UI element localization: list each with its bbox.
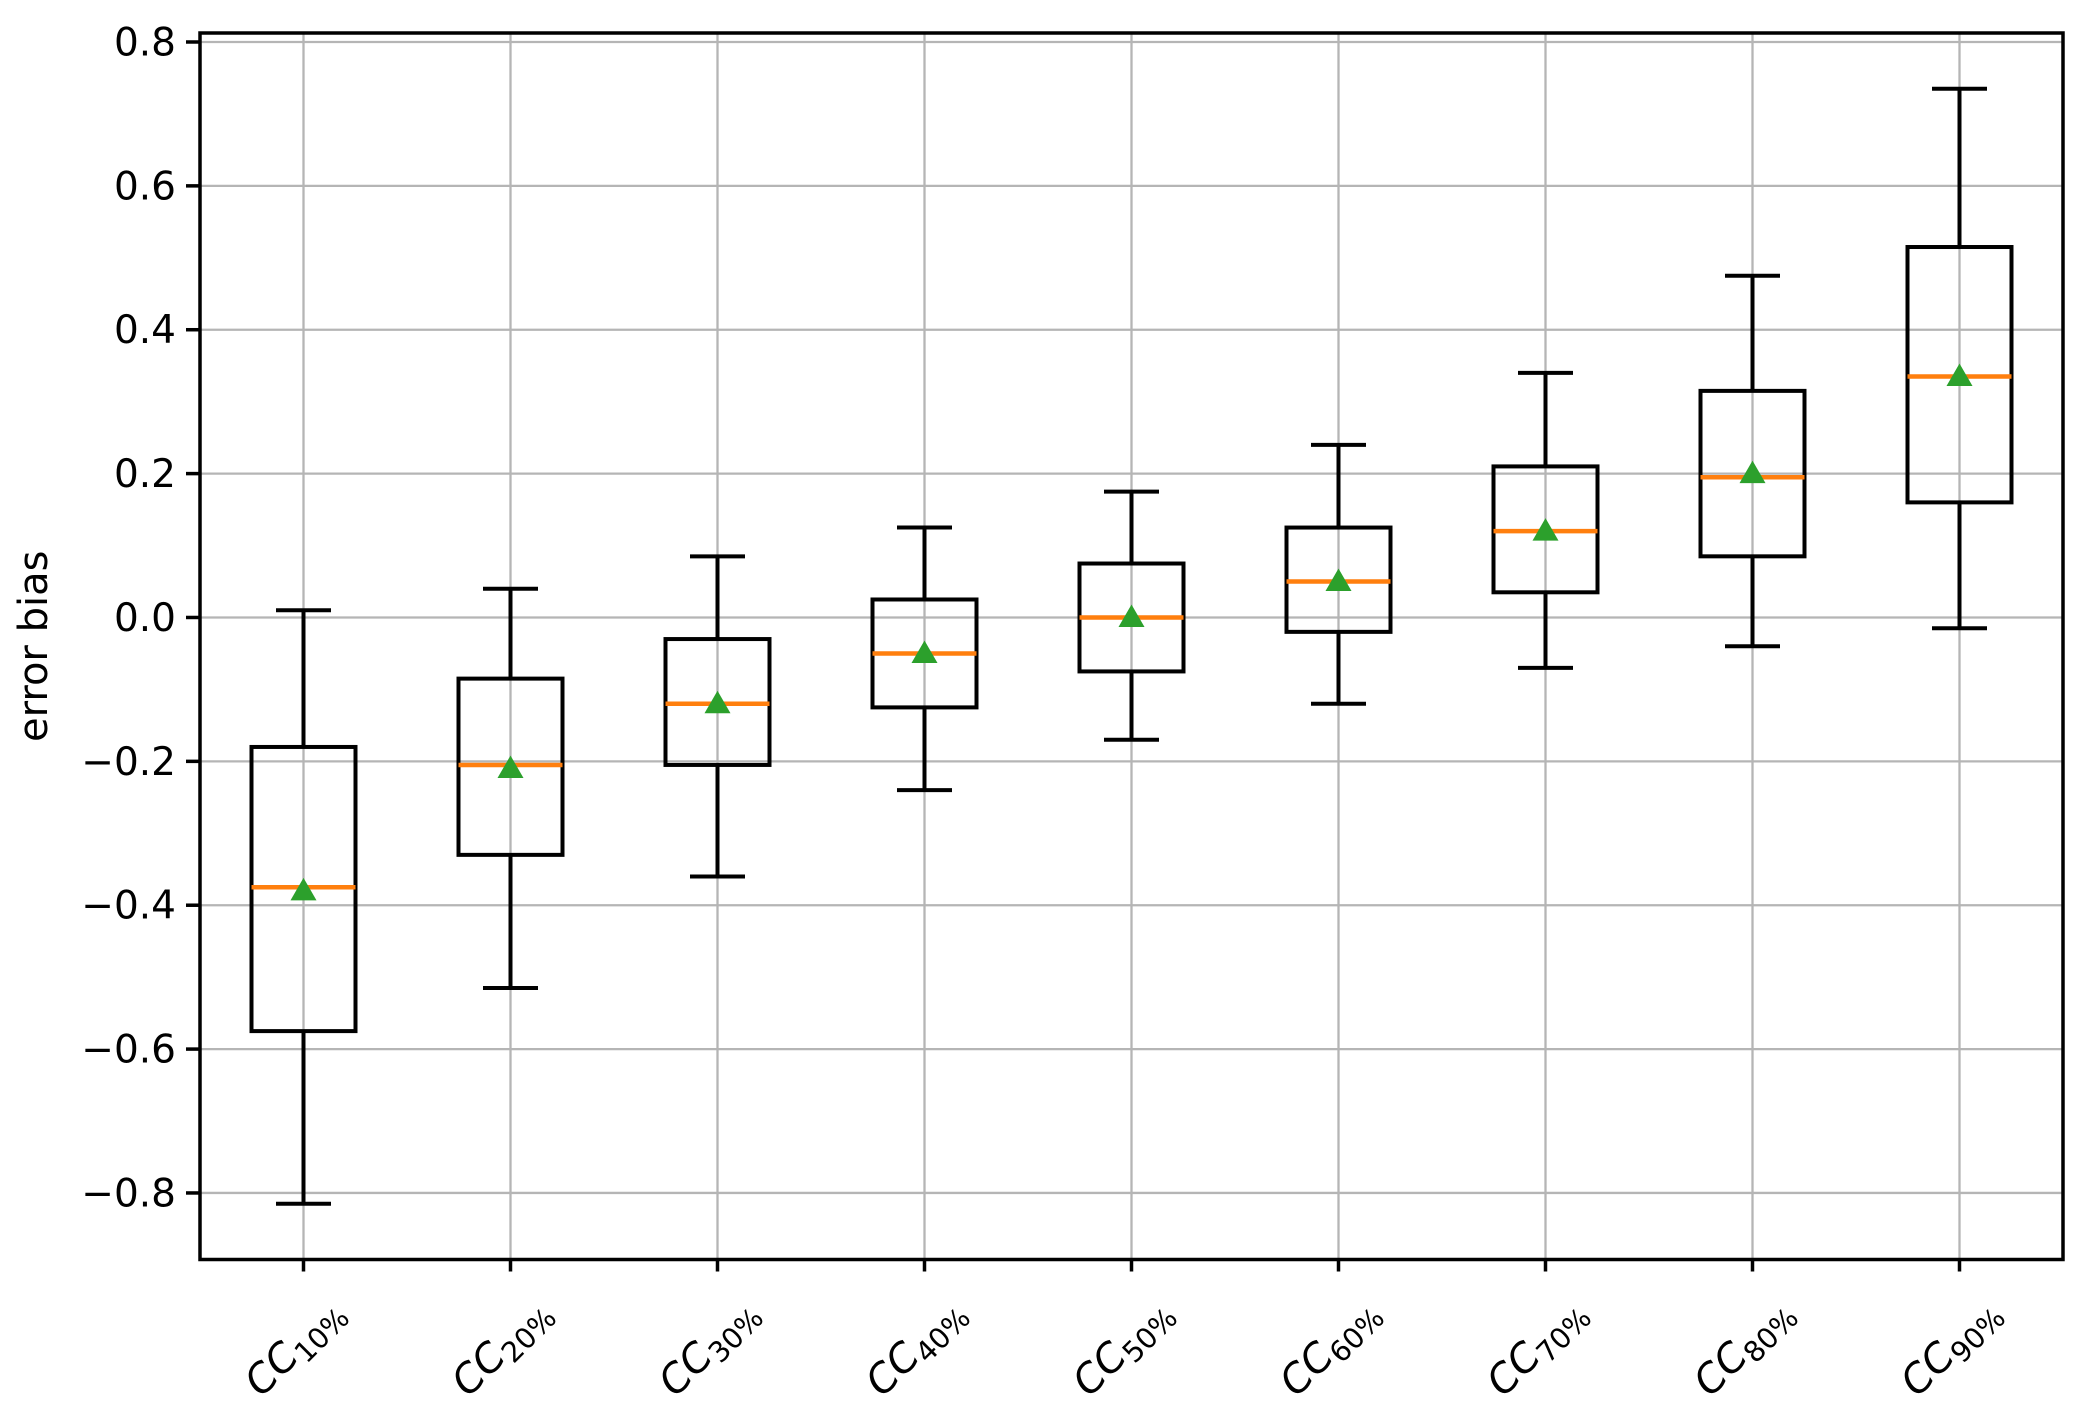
boxplot-CC30% (663, 554, 772, 879)
x-tick-label-CC10%: CC10% (236, 1289, 356, 1409)
x-tick-label-CC80%: CC80% (1685, 1289, 1805, 1409)
boxplot-CC80% (1698, 273, 1807, 649)
x-tick-label-CC20%: CC20% (443, 1289, 563, 1409)
y-tick-label-0.8: 0.8 (114, 20, 176, 65)
y-axis-label: error bias (11, 551, 57, 742)
boxplot-CC90% (1905, 86, 2014, 631)
x-tick-label-CC30%: CC30% (650, 1289, 770, 1409)
y-tick-label-−0.4: −0.4 (81, 884, 176, 929)
boxplot-CC40% (870, 525, 979, 793)
mean-marker-CC90% (1946, 363, 1973, 386)
boxplot-CC10% (249, 608, 358, 1206)
y-tick-label-−0.2: −0.2 (81, 740, 176, 785)
x-tick-label-CC50%: CC50% (1064, 1289, 1184, 1409)
y-tick-label-0.0: 0.0 (114, 596, 176, 641)
mean-marker-CC70% (1532, 518, 1559, 541)
mean-marker-CC40% (911, 640, 938, 663)
y-tick-label-0.6: 0.6 (114, 164, 176, 209)
boxplot-CC20% (456, 586, 565, 990)
boxplot-CC70% (1491, 370, 1600, 670)
x-tick-label-CC40%: CC40% (857, 1289, 977, 1409)
mean-marker-CC60% (1325, 568, 1352, 592)
boxplot-CC50% (1077, 489, 1186, 742)
box-CC80% (1698, 388, 1807, 559)
mean-marker-CC20% (497, 755, 524, 779)
mean-marker-CC10% (290, 877, 317, 901)
x-tick-label-CC90%: CC90% (1892, 1289, 2012, 1409)
x-tick-label-CC60%: CC60% (1271, 1289, 1391, 1409)
mean-marker-CC30% (704, 690, 731, 714)
y-tick-label-0.4: 0.4 (114, 308, 176, 353)
x-tick-label-CC70%: CC70% (1478, 1289, 1598, 1409)
y-tick-label-0.2: 0.2 (114, 452, 176, 497)
boxplot-CC60% (1284, 442, 1393, 706)
y-tick-label-−0.6: −0.6 (81, 1028, 176, 1073)
y-tick-label-−0.8: −0.8 (81, 1171, 176, 1216)
mean-marker-CC80% (1739, 460, 1766, 484)
mean-marker-CC50% (1118, 604, 1145, 627)
